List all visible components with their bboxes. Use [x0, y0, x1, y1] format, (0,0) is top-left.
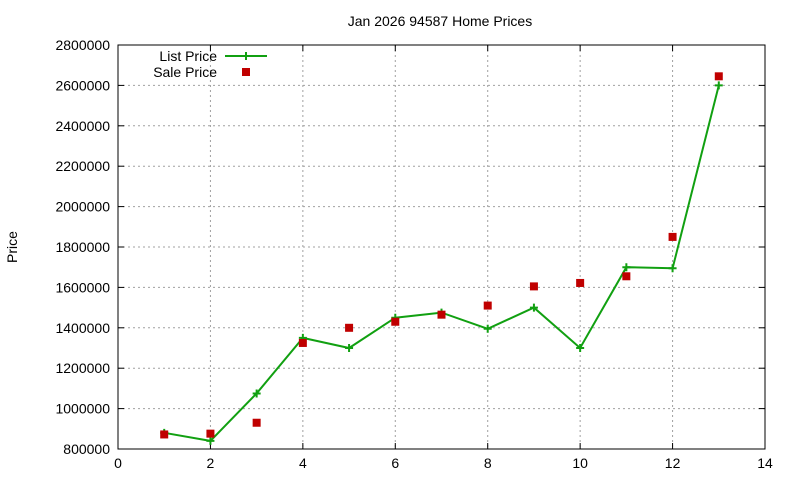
y-axis-label: Price: [4, 231, 20, 263]
sale-price-point: [252, 418, 261, 427]
sale-price-point: [529, 282, 538, 291]
x-tick-label: 12: [665, 455, 681, 471]
y-tick-label: 800000: [63, 441, 110, 457]
y-tick-label: 1000000: [55, 401, 110, 417]
y-tick-label: 2000000: [55, 199, 110, 215]
legend-square-marker: [242, 68, 250, 76]
list-price-point: [252, 389, 261, 398]
x-tick-label: 6: [391, 455, 399, 471]
grid: [118, 45, 765, 449]
sale-price-point: [298, 338, 307, 347]
legend-label: List Price: [159, 48, 217, 64]
list-price-point: [622, 263, 631, 272]
series-layer: [160, 72, 723, 445]
list-price-line: [164, 85, 720, 442]
sale-price-point: [437, 310, 446, 319]
y-tick-label: 1200000: [55, 360, 110, 376]
list-price-point: [714, 81, 723, 90]
plot-frame: [117, 44, 766, 450]
x-tick-label: 10: [572, 455, 588, 471]
sale-price-point: [576, 278, 585, 287]
sale-price-point: [714, 72, 723, 81]
list-price-point: [483, 324, 492, 333]
list-price-point: [576, 344, 585, 352]
x-tick-label: 2: [207, 455, 215, 471]
sale-price-point: [206, 429, 215, 438]
y-tick-label: 1800000: [55, 239, 110, 255]
legend-label: Sale Price: [153, 64, 217, 80]
sale-price-point: [668, 232, 677, 241]
list-price-point: [668, 264, 677, 273]
x-tick-label: 14: [757, 455, 773, 471]
sale-price-point: [622, 272, 631, 281]
sale-price-point: [391, 317, 400, 326]
chart-title: Jan 2026 94587 Home Prices: [348, 13, 532, 29]
y-tick-label: 2200000: [55, 158, 110, 174]
y-tick-label: 2600000: [55, 77, 110, 93]
sale-price-point: [160, 430, 169, 439]
y-tick-label: 1400000: [55, 320, 110, 336]
list-price-point: [529, 303, 538, 312]
x-tick-label: 0: [114, 455, 122, 471]
list-price-point: [206, 436, 215, 445]
y-tick-label: 1600000: [55, 279, 110, 295]
y-tick-label: 2400000: [55, 118, 110, 134]
y-tick-label: 2800000: [55, 37, 110, 53]
legend-plus-marker: [242, 52, 250, 60]
list-price-point: [345, 344, 354, 352]
axis-ticks: 800000 1000000 1200000 1400000 1600000 180000…: [55, 37, 773, 471]
x-tick-label: 4: [299, 455, 307, 471]
sale-price-point: [345, 323, 354, 332]
sale-price-point: [483, 301, 492, 310]
x-tick-label: 8: [484, 455, 492, 471]
